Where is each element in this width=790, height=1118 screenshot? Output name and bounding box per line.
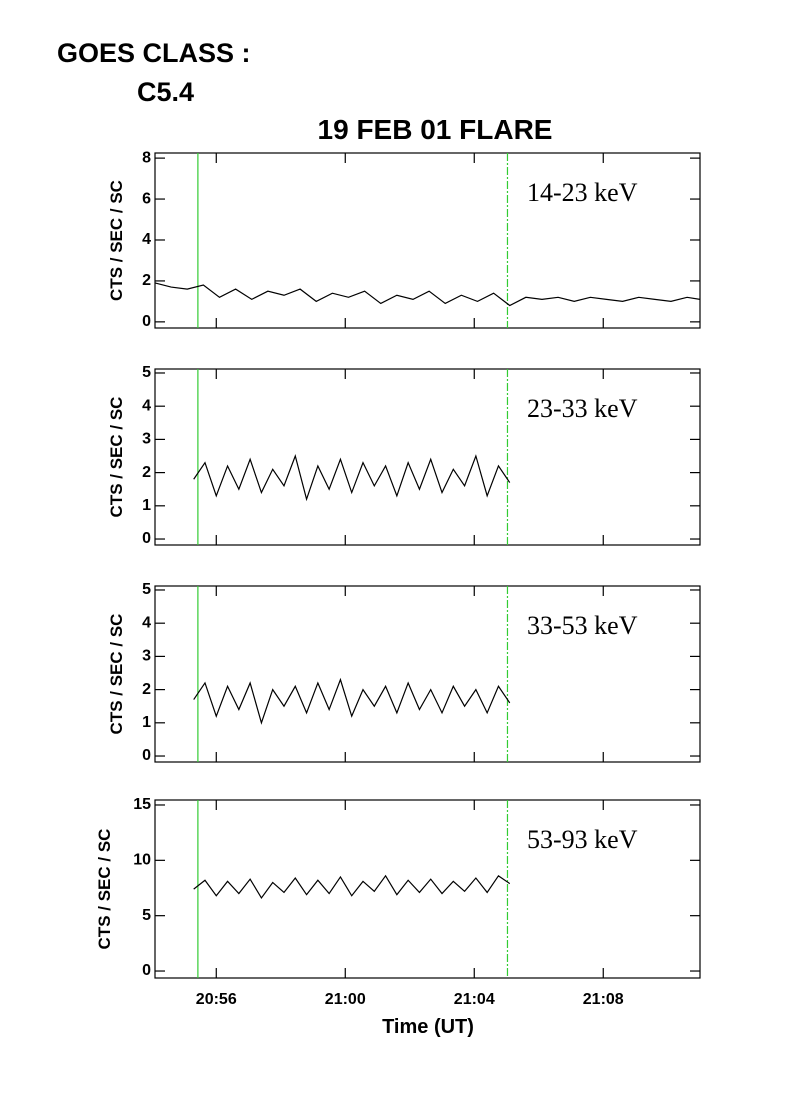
x-tick-label: 21:04 — [454, 991, 495, 1008]
y-axis-label: CTS / SEC / SC — [107, 180, 126, 301]
y-tick-label: 2 — [142, 464, 151, 481]
y-tick-label: 0 — [142, 313, 151, 330]
y-tick-label: 3 — [142, 431, 151, 448]
data-line — [193, 874, 511, 900]
plot-frame — [154, 585, 701, 763]
energy-label: 14-23 keV — [527, 178, 638, 207]
y-tick-label: 5 — [142, 907, 151, 924]
y-tick-label: 0 — [142, 747, 151, 764]
y-tick-label: 10 — [133, 852, 151, 869]
y-tick-label: 1 — [142, 497, 151, 514]
energy-label: 23-33 keV — [527, 394, 638, 423]
y-tick-label: 8 — [142, 149, 151, 166]
energy-label: 53-93 keV — [527, 825, 638, 854]
goes-class: C5.4 — [137, 77, 194, 107]
y-tick-label: 6 — [142, 190, 151, 207]
y-tick-label: 0 — [142, 530, 151, 547]
x-tick-label: 21:08 — [583, 991, 624, 1008]
y-tick-label: 4 — [142, 231, 151, 248]
y-tick-label: 5 — [142, 581, 151, 598]
x-axis-label: Time (UT) — [382, 1016, 474, 1038]
energy-label: 33-53 keV — [527, 611, 638, 640]
chart-title: 19 FEB 01 FLARE — [318, 114, 553, 145]
y-tick-label: 3 — [142, 648, 151, 665]
goes-label: GOES CLASS : — [57, 38, 251, 68]
data-line — [154, 282, 701, 307]
y-tick-label: 5 — [142, 364, 151, 381]
y-tick-label: 2 — [142, 272, 151, 289]
y-tick-label: 4 — [142, 614, 151, 631]
y-tick-label: 15 — [133, 796, 151, 813]
y-tick-label: 0 — [142, 962, 151, 979]
data-line — [193, 454, 511, 502]
y-axis-label: CTS / SEC / SC — [107, 397, 126, 518]
plot-frame — [154, 799, 701, 979]
x-tick-label: 21:00 — [325, 991, 366, 1008]
plot-frame — [154, 368, 701, 546]
x-tick-label: 20:56 — [196, 991, 237, 1008]
y-axis-label: CTS / SEC / SC — [107, 614, 126, 735]
y-tick-label: 4 — [142, 397, 151, 414]
y-tick-label: 1 — [142, 714, 151, 731]
y-tick-label: 2 — [142, 681, 151, 698]
data-line — [193, 677, 511, 725]
y-axis-label: CTS / SEC / SC — [95, 829, 114, 950]
